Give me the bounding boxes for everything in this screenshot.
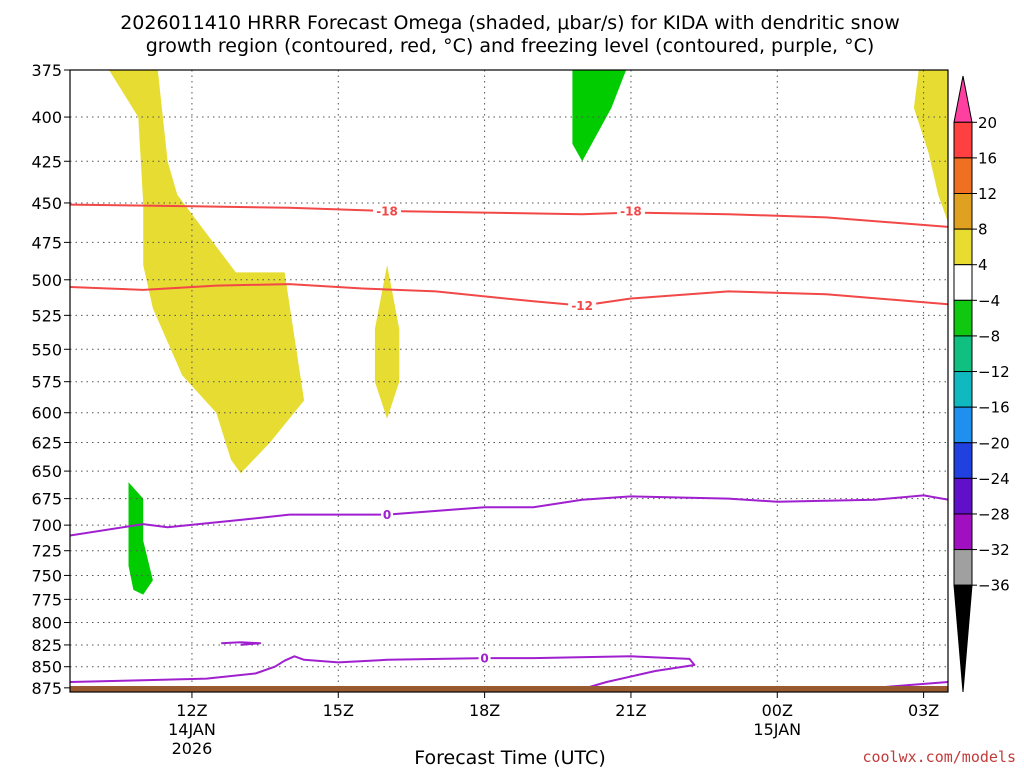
temperature-contour-label: -18 bbox=[376, 205, 398, 219]
colorbar-swatch bbox=[953, 264, 973, 301]
x-tick-label: 18Z bbox=[469, 701, 500, 720]
y-tick-label: 700 bbox=[31, 516, 62, 535]
colorbar-swatch bbox=[953, 442, 973, 479]
omega-region-1 bbox=[109, 70, 305, 474]
x-axis-label: Forecast Time (UTC) bbox=[414, 747, 605, 768]
y-tick-label: 800 bbox=[31, 614, 62, 633]
temperature-label-bg bbox=[373, 204, 402, 219]
omega-region-5 bbox=[128, 482, 153, 595]
y-tick-label: 625 bbox=[31, 433, 62, 452]
temperature-contour-label: -18 bbox=[620, 205, 642, 219]
colorbar: 20 16 12 8 4 −4 −8 −12 −16 −20 −24 −28 −32 −36 bbox=[953, 75, 1010, 693]
colorbar-label: −24 bbox=[978, 470, 1010, 488]
chart-title-line-1: 2026011410 HRRR Forecast Omega (shaded, … bbox=[120, 12, 900, 34]
colorbar-label: −36 bbox=[978, 577, 1010, 595]
colorbar-swatch bbox=[953, 157, 973, 195]
temperature-label-bg bbox=[568, 298, 597, 313]
omega-region-2 bbox=[374, 265, 400, 419]
y-tick-label: 600 bbox=[31, 404, 62, 423]
freezing-level-label-bg bbox=[478, 651, 491, 666]
y-tick-label: 650 bbox=[31, 462, 62, 481]
colorbar-label: −12 bbox=[978, 363, 1010, 381]
chart-title-line-2: growth region (contoured, red, °C) and f… bbox=[146, 35, 875, 57]
x-tick-date: 14JAN bbox=[168, 720, 216, 739]
omega-region-3 bbox=[913, 70, 948, 223]
temperature-label-bg bbox=[616, 204, 645, 219]
colorbar-label: 8 bbox=[978, 221, 988, 239]
y-tick-label: 525 bbox=[31, 306, 62, 325]
x-tick-label: 12Z bbox=[176, 701, 207, 720]
y-tick-label: 850 bbox=[31, 658, 62, 677]
freezing-level-contour-3 bbox=[221, 641, 262, 646]
colorbar-label: −28 bbox=[978, 505, 1010, 523]
x-tick-date: 15JAN bbox=[753, 720, 801, 739]
colorbar-label: −32 bbox=[978, 541, 1010, 559]
x-tick-year: 2026 bbox=[172, 739, 213, 758]
x-tick-label: 00Z bbox=[762, 701, 793, 720]
y-tick-label: 775 bbox=[31, 590, 62, 609]
freezing-level-contour-label: 0 bbox=[383, 508, 391, 522]
omega-region-4 bbox=[572, 70, 627, 162]
temperature-contour-2 bbox=[70, 283, 948, 307]
credit-text: coolwx.com/models bbox=[862, 748, 1016, 766]
x-tick-label: 15Z bbox=[323, 701, 354, 720]
colorbar-swatch bbox=[953, 477, 973, 515]
y-tick-label: 375 bbox=[31, 61, 62, 80]
y-axis: 375 400 425 450 475 500 525 550 575 600 625 650 675 7… bbox=[31, 61, 70, 698]
colorbar-label: −4 bbox=[978, 292, 1000, 310]
colorbar-label: 12 bbox=[978, 185, 997, 203]
colorbar-label: −8 bbox=[978, 327, 1000, 345]
colorbar-swatch bbox=[953, 228, 973, 266]
freezing-level-contour-1 bbox=[70, 494, 948, 537]
colorbar-swatch bbox=[953, 406, 973, 444]
y-tick-label: 500 bbox=[31, 271, 62, 290]
y-tick-label: 575 bbox=[31, 373, 62, 392]
colorbar-arrow-bottom bbox=[953, 584, 973, 693]
freezing-level-label-bg bbox=[381, 507, 394, 522]
x-tick-label: 03Z bbox=[908, 701, 939, 720]
y-tick-label: 475 bbox=[31, 233, 62, 252]
colorbar-swatch bbox=[953, 121, 973, 159]
colorbar-swatch bbox=[953, 299, 973, 337]
temperature-contour-label: -12 bbox=[571, 299, 593, 313]
plot-area: -18 -18 -12 0 0 bbox=[70, 70, 948, 692]
colorbar-label: −20 bbox=[978, 434, 1010, 452]
x-tick-label: 21Z bbox=[615, 701, 646, 720]
y-tick-label: 875 bbox=[31, 679, 62, 698]
freezing-level-contour-label: 0 bbox=[480, 652, 488, 666]
colorbar-swatch bbox=[953, 549, 973, 586]
colorbar-label: −16 bbox=[978, 399, 1010, 417]
y-tick-label: 825 bbox=[31, 636, 62, 655]
colorbar-label: 4 bbox=[978, 256, 988, 274]
colorbar-label: 20 bbox=[978, 114, 997, 132]
omega-shading-layer bbox=[109, 70, 948, 595]
colorbar-swatch bbox=[953, 371, 973, 408]
y-tick-label: 675 bbox=[31, 490, 62, 509]
plot-frame bbox=[69, 69, 949, 693]
colorbar-swatch bbox=[953, 513, 973, 551]
colorbar-swatch bbox=[953, 193, 973, 230]
y-tick-label: 550 bbox=[31, 340, 62, 359]
colorbar-label: 16 bbox=[978, 149, 997, 167]
ground-surface bbox=[70, 686, 948, 692]
y-tick-label: 450 bbox=[31, 194, 62, 213]
y-tick-label: 750 bbox=[31, 566, 62, 585]
temperature-contour-1 bbox=[70, 203, 948, 228]
colorbar-arrow-top bbox=[953, 75, 973, 123]
colorbar-swatch bbox=[953, 335, 973, 373]
y-tick-label: 725 bbox=[31, 542, 62, 561]
y-tick-label: 400 bbox=[31, 108, 62, 127]
grid-lines bbox=[70, 70, 948, 692]
y-tick-label: 425 bbox=[31, 152, 62, 171]
freezing-level-contour-2 bbox=[70, 655, 696, 692]
